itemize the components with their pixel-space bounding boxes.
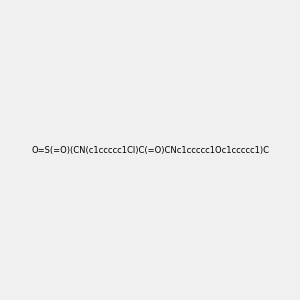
Text: O=S(=O)(CN(c1ccccc1Cl)C(=O)CNc1ccccc1Oc1ccccc1)C: O=S(=O)(CN(c1ccccc1Cl)C(=O)CNc1ccccc1Oc1…	[31, 146, 269, 154]
